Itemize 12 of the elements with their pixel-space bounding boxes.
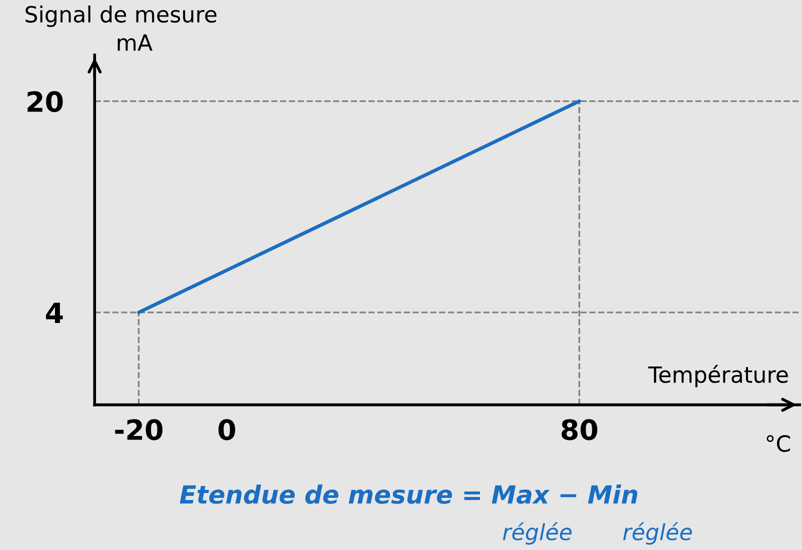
text: Etendue de mesure = Max − Min xyxy=(180,484,638,504)
text: réglée xyxy=(502,522,572,545)
x-tick-label: -20 xyxy=(115,419,162,440)
text: °C xyxy=(766,435,790,452)
y-axis-title: Signal de mesure xyxy=(26,6,216,28)
y-tick-label: 20 xyxy=(28,91,63,112)
x-axis-title: Température xyxy=(648,364,788,388)
x-tick-label: 0 xyxy=(218,419,236,440)
x-tick-label: 80 xyxy=(562,419,598,440)
text: mA xyxy=(118,34,152,51)
text: réglée xyxy=(623,522,692,545)
y-tick-label: 4 xyxy=(46,302,63,323)
